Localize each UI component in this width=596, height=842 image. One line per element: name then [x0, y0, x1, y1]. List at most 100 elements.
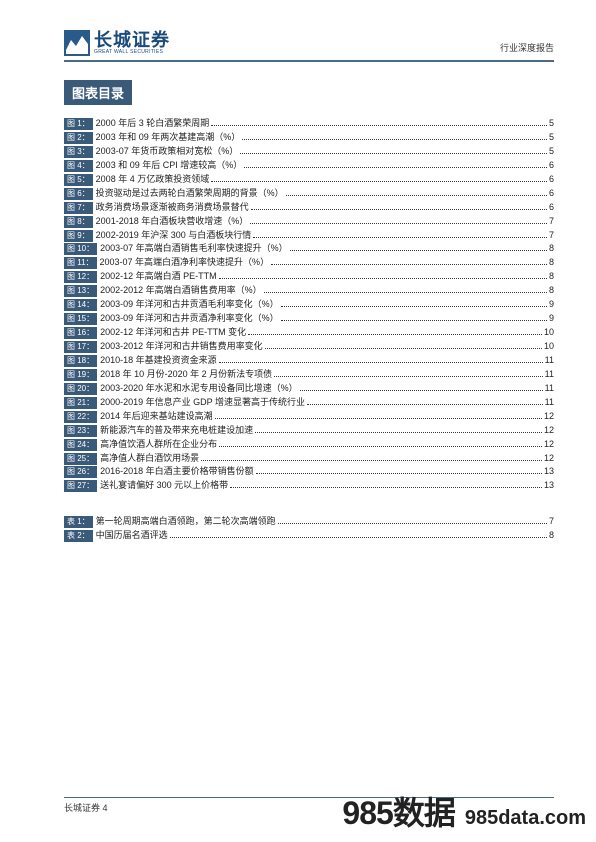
- toc-page: 5: [549, 145, 554, 159]
- toc-dots: [286, 195, 547, 196]
- toc-tag: 图 26：: [64, 466, 97, 478]
- logo-cn-text: 长城证券: [94, 31, 170, 49]
- toc-dots: [251, 209, 547, 210]
- toc-dots: [290, 250, 547, 251]
- toc-tag: 图 6：: [64, 188, 93, 200]
- toc-tag: 图 25：: [64, 453, 97, 465]
- toc-dots: [281, 320, 547, 321]
- toc-dots: [219, 278, 547, 279]
- toc-title: 2002-12 年高端白酒 PE-TTM: [100, 270, 217, 284]
- toc-tag: 图 20：: [64, 383, 97, 395]
- toc-title: 送礼宴请偏好 300 元以上价格带: [100, 479, 228, 493]
- toc-line: 图 9：2002-2019 年沪深 300 与白酒板块行情 7: [64, 229, 554, 243]
- toc-tag: 图 14：: [64, 299, 97, 311]
- toc-title: 政务消费场景逐渐被商务消费场景替代: [96, 201, 249, 215]
- toc-line: 图 17：2003-2012 年洋河和古井销售费用率变化10: [64, 340, 554, 354]
- page-header: 长城证券 GREAT WALL SECURITIES 行业深度报告: [64, 30, 554, 56]
- toc-line: 图 25：高净值人群白酒饮用场景12: [64, 452, 554, 466]
- toc-tag: 图 9：: [64, 230, 93, 242]
- toc-line: 图 18：2010-18 年基建投资资金来源11: [64, 354, 554, 368]
- toc-tag: 图 15：: [64, 313, 97, 325]
- toc-tag: 表 1：: [64, 516, 93, 528]
- toc-line: 图 8：2001-2018 年白酒板块营收增速（%）7: [64, 215, 554, 229]
- toc-line: 图 3：2003-07 年货币政策相对宽松（%）5: [64, 145, 554, 159]
- toc-line: 图 24：高净值饮酒人群所在企业分布12: [64, 438, 554, 452]
- toc-line: 图 1：2000 年后 3 轮白酒繁荣周期5: [64, 117, 554, 131]
- toc-tag: 图 4：: [64, 160, 93, 172]
- toc-line: 图 23：新能源汽车的普及带来充电桩建设加速12: [64, 424, 554, 438]
- toc-dots: [219, 446, 542, 447]
- toc-dots: [264, 292, 547, 293]
- toc-page: 11: [545, 368, 554, 382]
- toc-tag: 图 27：: [64, 480, 97, 492]
- toc-page: 6: [549, 159, 554, 173]
- toc-page: 9: [549, 298, 554, 312]
- toc-dots: [250, 223, 547, 224]
- toc-title: 2001-2018 年白酒板块营收增速（%）: [96, 215, 249, 229]
- toc-dots: [230, 487, 542, 488]
- toc-dots: [253, 237, 547, 238]
- toc-page: 8: [549, 284, 554, 298]
- toc-dots: [201, 460, 542, 461]
- toc-line: 图 14：2003-09 年洋河和古井贡酒毛利率变化（%）9: [64, 298, 554, 312]
- toc-title: 2018 年 10 月份-2020 年 2 月份新法专项债: [100, 368, 272, 382]
- toc-tag: 图 7：: [64, 202, 93, 214]
- toc-line: 图 6：投资驱动是过去两轮白酒繁荣周期的背景（%）6: [64, 187, 554, 201]
- toc-line: 图 7：政务消费场景逐渐被商务消费场景替代6: [64, 201, 554, 215]
- toc-page: 10: [544, 326, 554, 340]
- toc-dots: [211, 181, 547, 182]
- toc-page: 6: [549, 173, 554, 187]
- toc-line: 图 22：2014 年后迎来基站建设高潮12: [64, 410, 554, 424]
- toc-line: 图 15：2003-09 年洋河和古井贡酒净利率变化（%）9: [64, 312, 554, 326]
- toc-tag: 图 10：: [64, 243, 97, 255]
- toc-tag: 图 21：: [64, 397, 97, 409]
- toc-page: 10: [544, 340, 554, 354]
- toc-title: 2002-2019 年沪深 300 与白酒板块行情: [96, 229, 252, 243]
- toc-page: 12: [544, 452, 554, 466]
- toc-tag: 图 3：: [64, 146, 93, 158]
- toc-tag: 图 12：: [64, 271, 97, 283]
- toc-title: 2008 年 4 万亿政策投资领域: [96, 173, 210, 187]
- header-rule: [64, 60, 554, 62]
- toc-dots: [215, 418, 542, 419]
- section-title: 图表目录: [64, 80, 132, 105]
- toc-line: 图 21：2000-2019 年信息产业 GDP 增速显著高于传统行业11: [64, 396, 554, 410]
- toc-title: 2003 年和 09 年两次基建高潮（%）: [96, 131, 241, 145]
- toc-tag: 图 16：: [64, 327, 97, 339]
- toc-title: 2014 年后迎来基站建设高潮: [100, 410, 213, 424]
- toc-tag: 图 23：: [64, 425, 97, 437]
- toc-page: 12: [544, 410, 554, 424]
- toc-dots: [242, 139, 547, 140]
- toc-dots: [255, 432, 542, 433]
- toc-tag: 表 2：: [64, 530, 93, 542]
- toc-dots: [281, 306, 547, 307]
- page: 长城证券 GREAT WALL SECURITIES 行业深度报告 图表目录 图…: [0, 0, 596, 543]
- toc-title: 2003 和 09 年后 CPI 增速较高（%）: [96, 159, 243, 173]
- report-type: 行业深度报告: [500, 41, 554, 56]
- toc-title: 中国历届名酒评选: [96, 529, 168, 543]
- toc-line: 图 11：2003-07 年高端白酒净利率快速提升（%）8: [64, 256, 554, 270]
- toc-tag: 图 5：: [64, 174, 93, 186]
- toc-title: 2002-2012 年高端白酒销售费用率（%）: [100, 284, 262, 298]
- toc-page: 7: [549, 229, 554, 243]
- toc-page: 5: [549, 117, 554, 131]
- toc-title: 2016-2018 年白酒主要价格带销售份额: [100, 465, 254, 479]
- toc-dots: [278, 523, 547, 524]
- toc-page: 8: [549, 256, 554, 270]
- toc-page: 8: [549, 270, 554, 284]
- toc-tag: 图 24：: [64, 439, 97, 451]
- toc-line: 表 1：第一轮周期高端白酒领跑，第二轮次高端领跑7: [64, 515, 554, 529]
- logo-en-text: GREAT WALL SECURITIES: [94, 50, 170, 55]
- toc-tag: 图 17：: [64, 341, 97, 353]
- toc-dots: [211, 125, 547, 126]
- figures-toc: 图 1：2000 年后 3 轮白酒繁荣周期5图 2：2003 年和 09 年两次…: [64, 117, 554, 493]
- tables-toc: 表 1：第一轮周期高端白酒领跑，第二轮次高端领跑7表 2：中国历届名酒评选 8: [64, 515, 554, 543]
- toc-page: 8: [549, 529, 554, 543]
- toc-page: 13: [544, 479, 554, 493]
- toc-title: 2010-18 年基建投资资金来源: [100, 354, 217, 368]
- toc-page: 7: [549, 215, 554, 229]
- toc-title: 2002-12 年洋河和古井 PE-TTM 变化: [100, 326, 246, 340]
- toc-line: 图 10：2003-07 年高端白酒销售毛利率快速提升（%）8: [64, 242, 554, 256]
- toc-dots: [265, 348, 542, 349]
- toc-page: 12: [544, 438, 554, 452]
